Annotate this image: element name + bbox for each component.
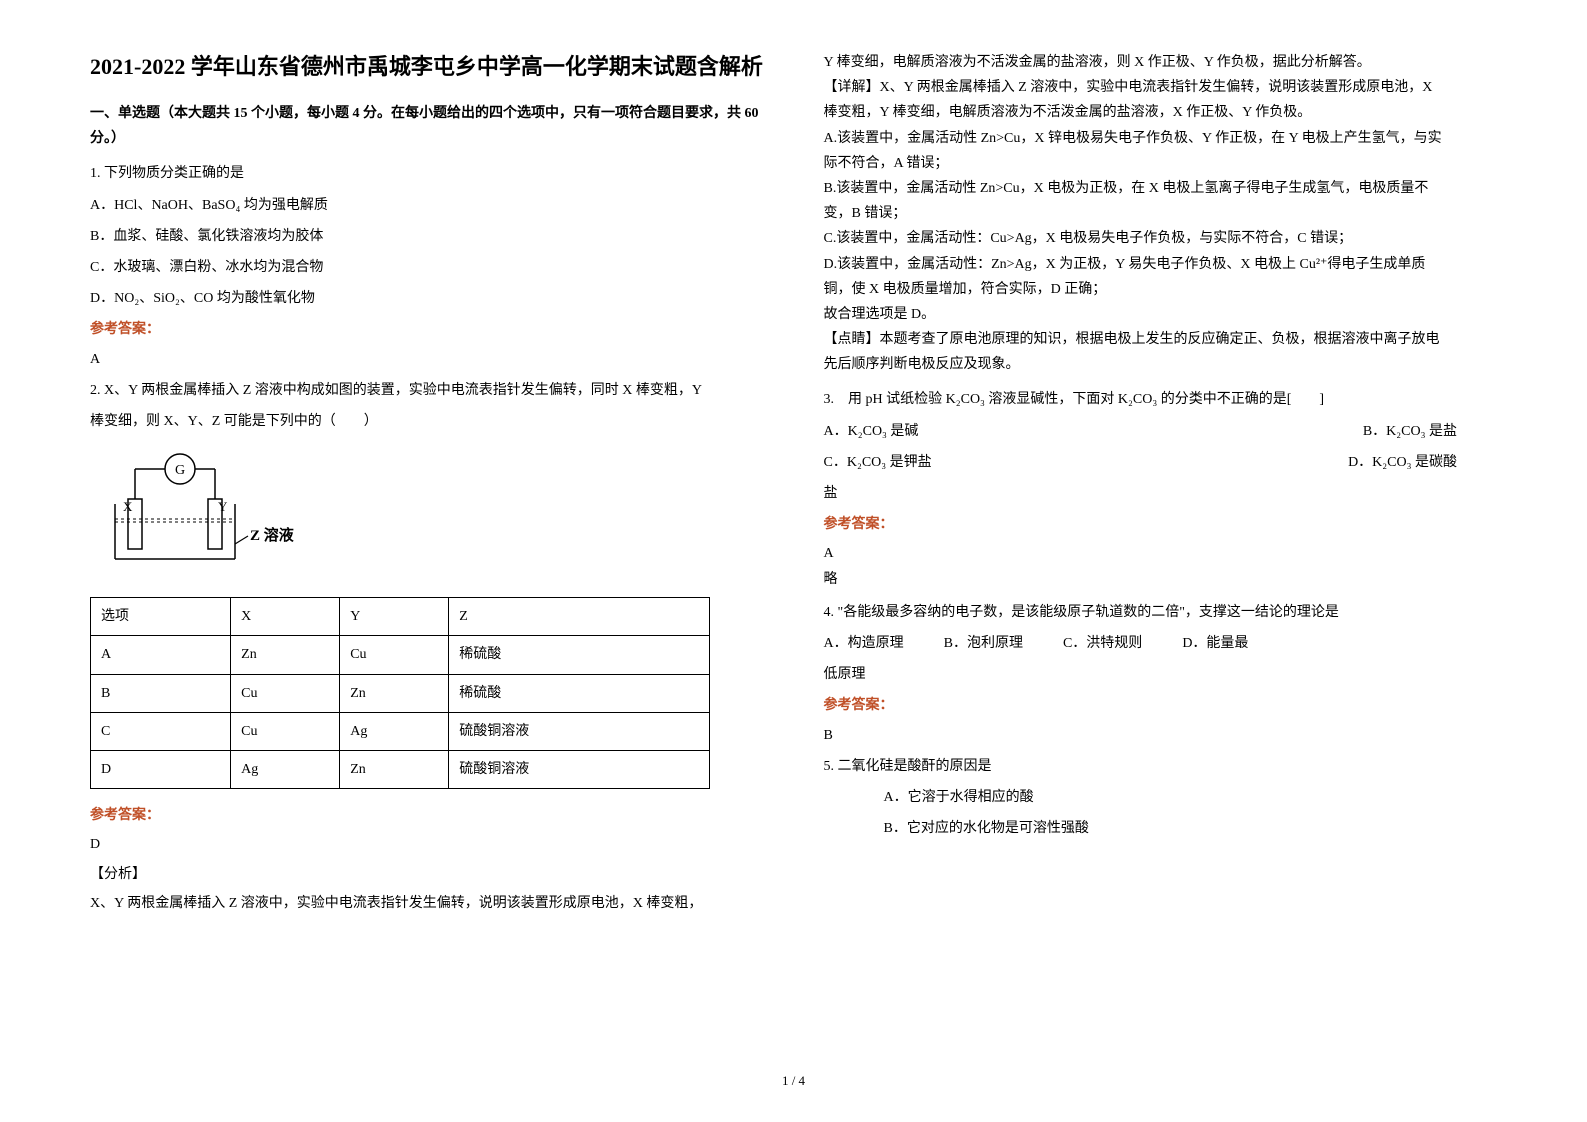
q2-conclusion: 故合理选项是 D。 [824,302,1498,327]
page-title: 2021-2022 学年山东省德州市禹城李屯乡中学高一化学期末试题含解析 [90,50,764,83]
q3-opt-b: B．K₂CO₃ 是盐 [1363,419,1457,444]
q3-opt-a: A．K₂CO₃ 是碱 [824,419,919,444]
q5-stem: 5. 二氧化硅是酸酐的原因是 [824,754,1498,779]
q2-analysis-line1: X、Y 两根金属棒插入 Z 溶液中，实验中电流表指针发生偏转，说明该装置形成原电… [90,891,764,916]
q2-analysis-label: 【分析】 [90,862,764,887]
q5-opt-b: B．它对应的水化物是可溶性强酸 [884,816,1498,841]
left-column: 2021-2022 学年山东省德州市禹城李屯乡中学高一化学期末试题含解析 一、单… [90,50,764,1059]
section-1-heading: 一、单选题（本大题共 15 个小题，每小题 4 分。在每小题给出的四个选项中，只… [90,101,764,151]
circuit-svg: G X Y Z 溶液 [100,444,300,574]
q2-detail-b2: 变，B 错误； [824,201,1498,226]
q2-options-table: 选项 X Y Z A Zn Cu 稀硫酸 B Cu Zn 稀硫酸 C Cu Ag [90,597,710,789]
q4-opt-d-cont: 低原理 [824,662,1498,687]
q1-opt-c: C．水玻璃、漂白粉、冰水均为混合物 [90,255,764,280]
q3-opt-d-cont: 盐 [824,481,1498,506]
q2-detail-line1: 【详解】X、Y 两根金属棒插入 Z 溶液中，实验中电流表指针发生偏转，说明该装置… [824,75,1498,100]
q4-answer: B [824,723,1498,748]
q2-answer-label: 参考答案： [90,803,764,828]
q2-detail-d1: D.该装置中，金属活动性：Zn>Ag，X 为正极，Y 易失电子作负极、X 电极上… [824,252,1498,277]
q2-analysis-line2: Y 棒变细，电解质溶液为不活泼金属的盐溶液，则 X 作正极、Y 作负极，据此分析… [824,50,1498,75]
q2-stem-line1: 2. X、Y 两根金属棒插入 Z 溶液中构成如图的装置，实验中电流表指针发生偏转… [90,378,764,403]
th-y: Y [340,598,449,636]
page-footer: 1 / 4 [90,1059,1497,1092]
q4-opt-b: B．泡利原理 [944,631,1023,656]
table-row: A Zn Cu 稀硫酸 [91,636,710,674]
q1-opt-d: D．NO₂、SiO₂、CO 均为酸性氧化物 [90,286,764,311]
q3-stem: 3. 用 pH 试纸检验 K₂CO₃ 溶液显碱性，下面对 K₂CO₃ 的分类中不… [824,387,1498,412]
q2-point-line1: 【点睛】本题考查了原电池原理的知识，根据电极上发生的反应确定正、负极，根据溶液中… [824,327,1498,352]
q2-circuit-diagram: G X Y Z 溶液 [100,444,764,583]
q2-stem-line2: 棒变细，则 X、Y、Z 可能是下列中的（ ） [90,409,764,434]
q3-extra: 略 [824,567,1498,592]
q1-stem: 1. 下列物质分类正确的是 [90,161,764,186]
q3-answer-label: 参考答案： [824,512,1498,537]
right-column: Y 棒变细，电解质溶液为不活泼金属的盐溶液，则 X 作正极、Y 作负极，据此分析… [824,50,1498,1059]
q4-stem: 4. "各能级最多容纳的电子数，是该能级原子轨道数的二倍"，支撑这一结论的理论是 [824,600,1498,625]
q2-detail-a1: A.该装置中，金属活动性 Zn>Cu，X 锌电极易失电子作负极、Y 作正极，在 … [824,126,1498,151]
q3-opt-c: C．K₂CO₃ 是钾盐 [824,450,932,475]
q2-detail-line2: 棒变粗，Y 棒变细，电解质溶液为不活泼金属的盐溶液，X 作正极、Y 作负极。 [824,100,1498,125]
q1-answer-label: 参考答案： [90,317,764,342]
q5-opt-a: A．它溶于水得相应的酸 [884,785,1498,810]
q2-detail-c: C.该装置中，金属活动性：Cu>Ag，X 电极易失电子作负极，与实际不符合，C … [824,226,1498,251]
q3-answer: A [824,541,1498,566]
q1-opt-b: B．血浆、硅酸、氯化铁溶液均为胶体 [90,224,764,249]
q2-detail-a2: 际不符合，A 错误； [824,151,1498,176]
table-row: D Ag Zn 硫酸铜溶液 [91,751,710,789]
electrode-y-label: Y [218,499,228,514]
th-z: Z [449,598,709,636]
table-row: B Cu Zn 稀硫酸 [91,674,710,712]
q4-opt-a: A．构造原理 [824,631,904,656]
q1-opt-a: A．HCl、NaOH、BaSO₄ 均为强电解质 [90,193,764,218]
table-row: C Cu Ag 硫酸铜溶液 [91,712,710,750]
th-x: X [231,598,340,636]
q2-detail-d2: 铜，使 X 电极质量增加，符合实际，D 正确； [824,277,1498,302]
solution-z-label: Z 溶液 [250,526,295,544]
electrode-x-label: X [123,499,133,514]
q1-answer: A [90,347,764,372]
q4-opt-d: D．能量最 [1182,631,1248,656]
galvanometer-label: G [175,463,185,478]
q3-opt-d: D．K₂CO₃ 是碳酸 [1348,450,1457,475]
q2-answer: D [90,832,764,857]
q2-point-line2: 先后顺序判断电极反应及现象。 [824,352,1498,377]
q2-detail-b1: B.该装置中，金属活动性 Zn>Cu，X 电极为正极，在 X 电极上氢离子得电子… [824,176,1498,201]
q4-answer-label: 参考答案： [824,693,1498,718]
q4-opt-c: C．洪特规则 [1063,631,1142,656]
table-header-row: 选项 X Y Z [91,598,710,636]
th-option: 选项 [91,598,231,636]
